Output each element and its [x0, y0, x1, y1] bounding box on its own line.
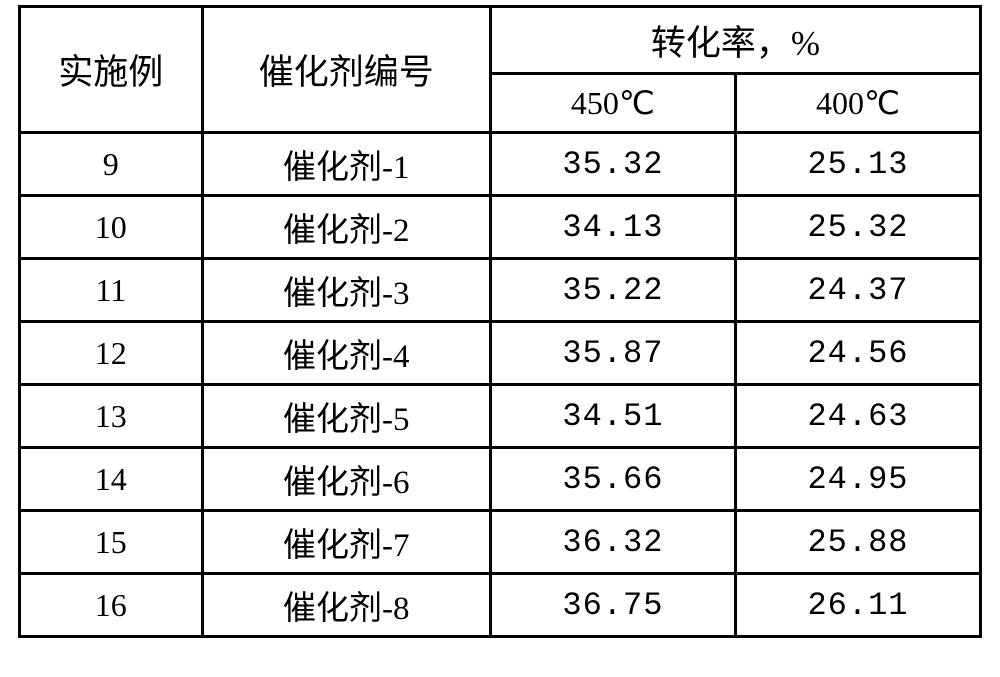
cell-400c: 24.37	[735, 259, 980, 322]
table-row: 16 催化剂-8 36.75 26.11	[20, 574, 981, 637]
col-header-example: 实施例	[20, 7, 203, 133]
cell-example: 10	[20, 196, 203, 259]
cell-example: 16	[20, 574, 203, 637]
table-row: 13 催化剂-5 34.51 24.63	[20, 385, 981, 448]
cell-catalyst: 催化剂-7	[202, 511, 490, 574]
cell-450c: 36.32	[490, 511, 735, 574]
table-row: 10 催化剂-2 34.13 25.32	[20, 196, 981, 259]
cell-400c: 25.32	[735, 196, 980, 259]
cell-catalyst: 催化剂-2	[202, 196, 490, 259]
data-table: 实施例 催化剂编号 转化率，% 450℃ 400℃ 9 催化剂-1 35.32 …	[18, 5, 982, 638]
table-body: 9 催化剂-1 35.32 25.13 10 催化剂-2 34.13 25.32…	[20, 133, 981, 637]
cell-400c: 26.11	[735, 574, 980, 637]
cell-catalyst: 催化剂-3	[202, 259, 490, 322]
cell-catalyst: 催化剂-4	[202, 322, 490, 385]
cell-450c: 34.51	[490, 385, 735, 448]
table-row: 14 催化剂-6 35.66 24.95	[20, 448, 981, 511]
cell-example: 15	[20, 511, 203, 574]
cell-400c: 25.88	[735, 511, 980, 574]
col-header-450c: 450℃	[490, 74, 735, 133]
cell-catalyst: 催化剂-8	[202, 574, 490, 637]
cell-450c: 35.66	[490, 448, 735, 511]
cell-catalyst: 催化剂-5	[202, 385, 490, 448]
col-header-catalyst: 催化剂编号	[202, 7, 490, 133]
col-header-conversion-group: 转化率，%	[490, 7, 980, 74]
table-row: 11 催化剂-3 35.22 24.37	[20, 259, 981, 322]
cell-450c: 35.87	[490, 322, 735, 385]
cell-example: 12	[20, 322, 203, 385]
cell-450c: 36.75	[490, 574, 735, 637]
table-row: 12 催化剂-4 35.87 24.56	[20, 322, 981, 385]
cell-450c: 35.22	[490, 259, 735, 322]
col-header-400c: 400℃	[735, 74, 980, 133]
cell-450c: 35.32	[490, 133, 735, 196]
cell-400c: 24.95	[735, 448, 980, 511]
cell-400c: 24.63	[735, 385, 980, 448]
cell-400c: 25.13	[735, 133, 980, 196]
cell-example: 9	[20, 133, 203, 196]
cell-example: 14	[20, 448, 203, 511]
cell-catalyst: 催化剂-6	[202, 448, 490, 511]
cell-catalyst: 催化剂-1	[202, 133, 490, 196]
cell-450c: 34.13	[490, 196, 735, 259]
cell-400c: 24.56	[735, 322, 980, 385]
table-row: 9 催化剂-1 35.32 25.13	[20, 133, 981, 196]
table-row: 15 催化剂-7 36.32 25.88	[20, 511, 981, 574]
cell-example: 11	[20, 259, 203, 322]
cell-example: 13	[20, 385, 203, 448]
